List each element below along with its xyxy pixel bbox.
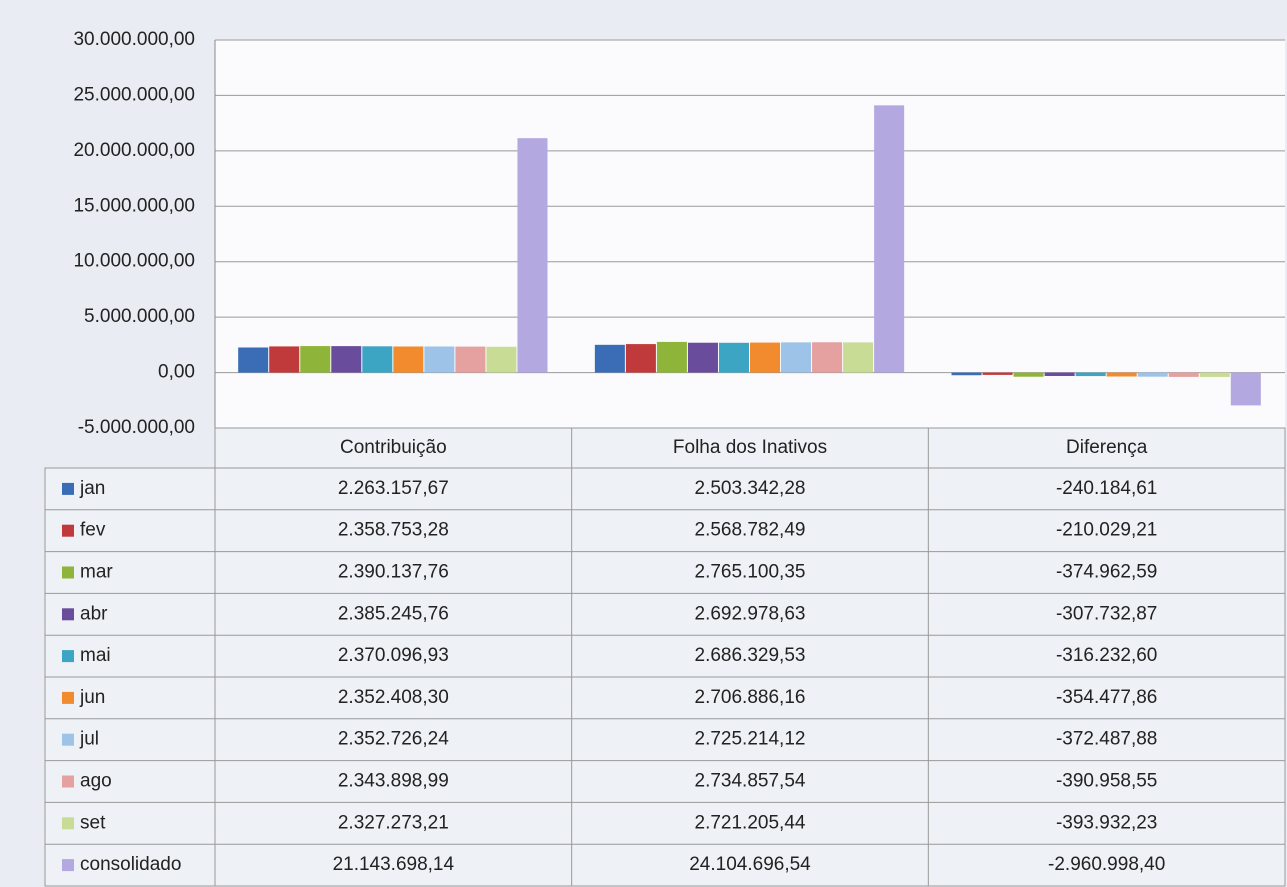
table-cell: 24.104.696,54 [689, 854, 811, 875]
table-cell: 2.390.137,76 [338, 562, 449, 583]
legend-label: fev [80, 520, 106, 541]
x-tick-label: Contribuição [340, 437, 447, 458]
y-tick-label: 15.000.000,00 [73, 195, 195, 216]
bar [517, 138, 548, 373]
table-cell: 2.370.096,93 [338, 645, 449, 666]
y-tick-label: 0,00 [158, 362, 195, 383]
bar [393, 346, 424, 373]
legend-label: abr [80, 603, 108, 624]
legend-label: set [80, 812, 106, 833]
table-cell: 2.725.214,12 [695, 729, 806, 750]
legend-swatch [62, 650, 74, 663]
bar [331, 346, 362, 373]
table-cell: 2.385.245,76 [338, 603, 449, 624]
legend-swatch [62, 524, 74, 537]
bar [812, 342, 843, 373]
bar [874, 105, 905, 373]
bar [1230, 372, 1261, 406]
table-cell: 21.143.698,14 [333, 854, 455, 875]
table-cell: 2.734.857,54 [695, 771, 806, 792]
table-cell: 2.352.726,24 [338, 729, 449, 750]
bar [687, 342, 718, 373]
legend-label: jul [79, 729, 99, 750]
table-cell: -390.958,55 [1056, 771, 1157, 792]
table-cell: 2.343.898,99 [338, 771, 449, 792]
bar [982, 372, 1013, 375]
legend-swatch [62, 691, 74, 704]
bar [1106, 372, 1137, 377]
legend-label: ago [80, 771, 112, 792]
legend-label: mar [80, 562, 113, 583]
y-tick-label: 10.000.000,00 [73, 251, 195, 272]
bar [843, 342, 874, 373]
bar [718, 342, 749, 373]
table-cell: 2.568.782,49 [695, 520, 806, 541]
bar [486, 346, 517, 373]
x-tick-label: Diferença [1066, 437, 1148, 458]
legend-swatch [62, 859, 74, 872]
table-cell: -374.962,59 [1056, 562, 1157, 583]
bar [1044, 372, 1075, 376]
y-tick-label: -5.000.000,00 [78, 417, 195, 438]
bar [951, 372, 982, 376]
table-cell: 2.765.100,35 [695, 562, 806, 583]
bar [1013, 372, 1044, 377]
table-cell: -240.184,61 [1056, 478, 1157, 499]
bar [1199, 372, 1230, 377]
y-tick-label: 20.000.000,00 [73, 140, 195, 161]
table-cell: -372.487,88 [1056, 729, 1157, 750]
table-cell: 2.721.205,44 [695, 812, 806, 833]
bar [594, 344, 625, 373]
table-cell: -354.477,86 [1056, 687, 1157, 708]
legend-swatch [62, 817, 74, 830]
y-tick-label: 25.000.000,00 [73, 84, 195, 105]
table-cell: 2.358.753,28 [338, 520, 449, 541]
legend-label: jun [79, 687, 105, 708]
x-tick-label: Folha dos Inativos [673, 437, 827, 458]
table-cell: 2.706.886,16 [695, 687, 806, 708]
legend-label: consolidado [80, 854, 181, 875]
table-header [214, 427, 1286, 469]
bar [1168, 372, 1199, 377]
bar [238, 347, 269, 373]
bar [269, 346, 300, 373]
bar [781, 342, 812, 373]
y-tick-label: 5.000.000,00 [84, 306, 195, 327]
bar [750, 342, 781, 373]
bar [362, 346, 393, 373]
table-cell: -210.029,21 [1056, 520, 1157, 541]
legend-label: mai [80, 645, 111, 666]
legend-swatch [62, 566, 74, 579]
bar [455, 346, 486, 373]
table-cell: -316.232,60 [1056, 645, 1157, 666]
table-cell: 2.503.342,28 [695, 478, 806, 499]
table-cell: 2.692.978,63 [695, 603, 806, 624]
bar [625, 344, 656, 373]
legend-swatch [62, 482, 74, 495]
bar [1137, 372, 1168, 377]
table-cell: -2.960.998,40 [1048, 854, 1165, 875]
table-cell: 2.686.329,53 [695, 645, 806, 666]
bar [656, 341, 687, 373]
table-cell: -393.932,23 [1056, 812, 1157, 833]
table-cell: 2.263.157,67 [338, 478, 449, 499]
table-cell: 2.352.408,30 [338, 687, 449, 708]
legend-swatch [62, 775, 74, 788]
legend-swatch [62, 733, 74, 746]
bar [424, 346, 455, 373]
legend-swatch [62, 608, 74, 621]
bar [1075, 372, 1106, 377]
table-cell: 2.327.273,21 [338, 812, 449, 833]
legend-label: jan [79, 478, 105, 499]
y-tick-label: 30.000.000,00 [73, 29, 195, 50]
table-cell: -307.732,87 [1056, 603, 1157, 624]
bar [300, 346, 331, 373]
